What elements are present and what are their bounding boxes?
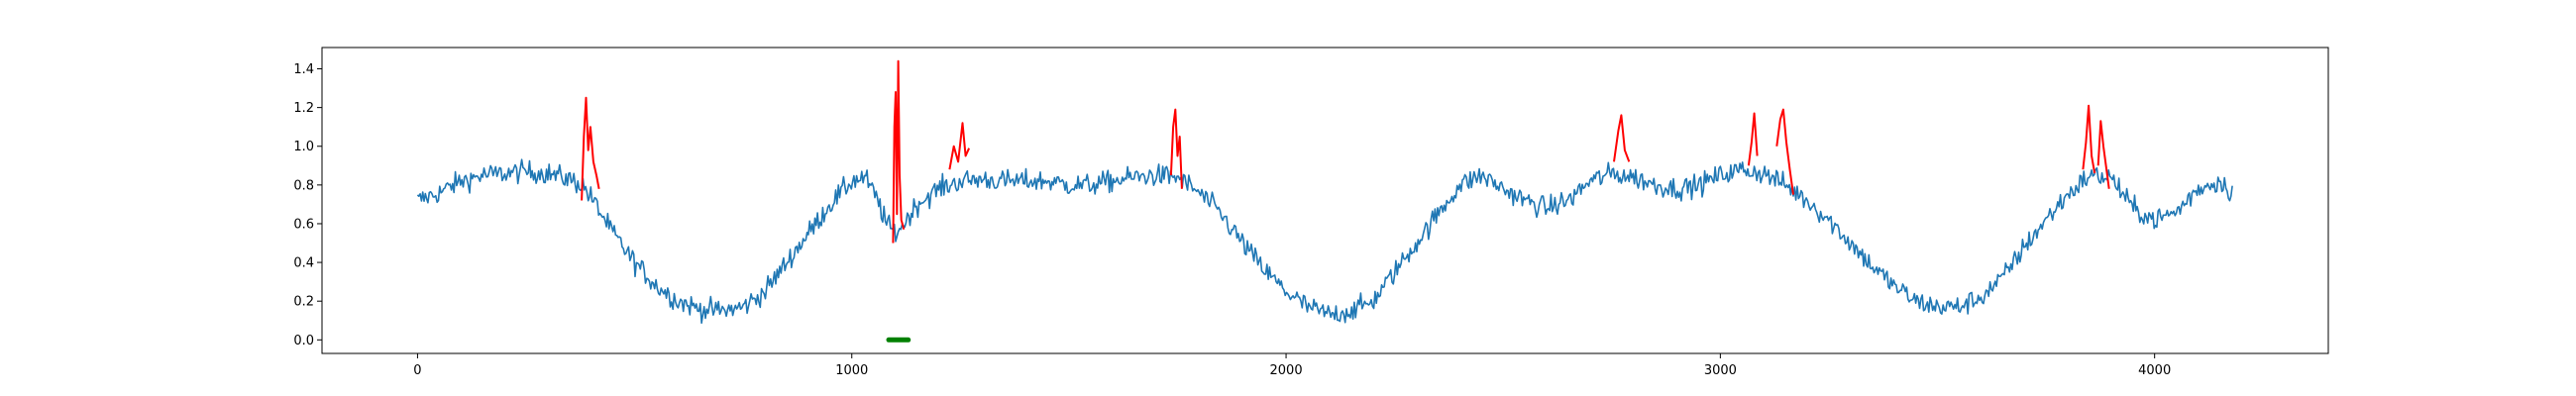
x-tick-label: 4000	[2138, 363, 2171, 378]
series-anomaly-segment	[1775, 108, 1794, 195]
y-tick-label: 0.2	[293, 295, 314, 310]
series-anomaly-segment	[2096, 120, 2110, 189]
y-tick-label: 0.6	[293, 217, 314, 232]
plot-frame	[321, 47, 2329, 354]
y-axis: 0.0 0.2 0.4 0.6 0.8 1.0 1.2 1.4	[293, 62, 322, 348]
series-signal-line	[416, 158, 2233, 325]
y-tick-label: 1.2	[293, 101, 314, 116]
x-tick-label: 2000	[1270, 363, 1303, 378]
series-anomaly-segment	[1169, 108, 1183, 189]
x-tick-label: 1000	[835, 363, 868, 378]
y-tick-label: 0.8	[293, 178, 314, 193]
series-anomaly-segment	[1747, 112, 1759, 166]
y-tick-label: 1.0	[293, 140, 314, 154]
series-anomaly-segment	[581, 96, 600, 201]
y-tick-label: 0.4	[293, 256, 314, 271]
series-anomaly-segment	[1613, 114, 1631, 162]
x-tick-label: 0	[413, 363, 421, 378]
series-anomaly-segment	[2082, 104, 2096, 174]
x-tick-label: 3000	[1704, 363, 1737, 378]
series-anomaly-segment	[948, 122, 971, 170]
y-tick-label: 1.4	[293, 62, 314, 77]
chart-series-layer	[416, 59, 2233, 343]
x-axis: 0 1000 2000 3000 4000	[413, 353, 2171, 378]
y-tick-label: 0.0	[293, 334, 314, 348]
series-anomaly-segment	[892, 59, 906, 244]
